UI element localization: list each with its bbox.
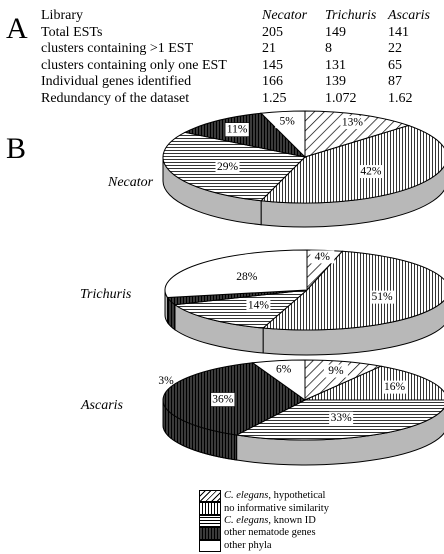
pie-data-label: 5% (280, 116, 296, 128)
table-row: Individual genes identified 166 139 87 (41, 74, 430, 91)
pie-label-ascaris: Ascaris (81, 398, 123, 413)
pie-data-label: 11% (227, 124, 248, 136)
label-bg (271, 363, 296, 377)
label-bg (382, 380, 407, 394)
legend-item: C. elegans, known ID (199, 514, 329, 528)
pie-data-label: 6% (276, 364, 292, 376)
legend-label: C. elegans, hypothetical (224, 490, 326, 502)
row-value: 141 (388, 24, 409, 40)
row-value: 1.072 (325, 90, 357, 106)
legend: C. elegans, hypothetical no informative s… (199, 490, 329, 552)
label-bg (369, 290, 394, 304)
row-value: 21 (262, 41, 276, 56)
pie-data-label: 9% (328, 365, 344, 377)
label-bg (358, 165, 383, 179)
legend-label: other phyla (224, 539, 272, 551)
label-bg (323, 364, 348, 378)
row-value: 65 (388, 57, 402, 73)
pie-data-label: 36% (212, 394, 234, 406)
label-bg (310, 250, 335, 264)
row-label: Total ESTs (41, 24, 103, 40)
panel-b-letter: B (6, 132, 27, 165)
label-bg (329, 411, 354, 425)
pie-side (162, 399, 444, 466)
table-header-row: Library Necator Trichuris Ascaris (41, 8, 430, 25)
row-value: 1.25 (262, 90, 287, 106)
pie-data-label: 16% (384, 381, 406, 393)
row-label: clusters containing >1 EST (41, 41, 194, 56)
row-value: 166 (262, 74, 283, 89)
row-value: 8 (325, 41, 332, 56)
row-label: Redundancy of the dataset (41, 90, 190, 106)
pie-necator: 13% 42% 29% 11% 5% (162, 110, 444, 228)
legend-swatch (199, 527, 221, 540)
legend-swatch (199, 490, 221, 503)
header-trichuris: Trichuris (325, 8, 377, 23)
legend-label: no informative similarity (224, 502, 329, 514)
panel-a-letter: A (6, 12, 28, 45)
pie-data-label: 3% (158, 375, 174, 387)
pie-label-trichuris: Trichuris (80, 287, 132, 302)
row-value: 1.62 (388, 90, 413, 106)
row-value: 139 (325, 74, 346, 89)
legend-item: C. elegans, hypothetical (199, 490, 329, 503)
header-ascaris: Ascaris (388, 8, 430, 23)
table-row: clusters containing >1 EST 21 8 22 (41, 41, 430, 58)
legend-item: other phyla (199, 539, 329, 552)
row-value: 149 (325, 24, 346, 40)
legend-swatch (199, 502, 221, 515)
label-box (210, 392, 236, 407)
legend-label: other nematode genes (224, 527, 316, 539)
pie-slice-other-phyla (164, 249, 308, 299)
label-bg (340, 116, 365, 130)
row-value: 205 (262, 24, 283, 40)
pie-side (164, 289, 444, 356)
legend-swatch (199, 539, 221, 552)
pie-data-label: 13% (342, 117, 364, 129)
row-value: 131 (325, 57, 346, 73)
row-value: 22 (388, 41, 402, 56)
header-library: Library (41, 8, 83, 23)
row-value: 145 (262, 57, 283, 73)
header-necator: Necator (262, 8, 308, 23)
pie-data-label: 28% (236, 271, 258, 283)
pie-trichuris: 4% 51% 14% 3% 28% (154, 249, 444, 388)
table-row: clusters containing only one EST 145 131 65 (41, 58, 430, 75)
legend-swatch (199, 514, 221, 528)
pie-data-label: 29% (217, 161, 239, 173)
pie-slice-known-id (173, 289, 309, 329)
legend-item: no informative similarity (199, 502, 329, 515)
row-label: Individual genes identified (41, 74, 192, 89)
pie-slice-hypothetical (304, 110, 411, 158)
table-row: Redundancy of the dataset 1.25 1.072 1.62 (41, 91, 430, 108)
row-label: clusters containing only one EST (41, 57, 227, 73)
pie-slice-no-similarity (260, 124, 444, 204)
legend-label: C. elegans, known ID (224, 514, 316, 526)
label-bg (275, 115, 300, 129)
pie-ascaris: 9% 16% 33% 36% 6% (162, 359, 444, 466)
pie-data-label: 33% (331, 412, 353, 424)
est-summary-table: Library Necator Trichuris Ascaris Total … (41, 8, 430, 107)
label-bg (246, 299, 271, 313)
row-value: 87 (388, 74, 402, 89)
pie-slice-no-similarity (304, 365, 444, 401)
pie-data-label: 14% (248, 300, 270, 312)
label-bg (154, 374, 178, 388)
label-bg (215, 160, 240, 174)
pie-label-necator: Necator (108, 175, 154, 190)
label-box (224, 122, 250, 137)
pie-data-label: 42% (360, 166, 382, 178)
pie-data-label: 4% (315, 251, 331, 263)
table-row: Total ESTs 205 149 141 (41, 25, 430, 42)
legend-item: other nematode genes (199, 527, 329, 540)
pie-data-label: 51% (371, 291, 393, 303)
pie-slice-no-similarity (261, 250, 444, 331)
